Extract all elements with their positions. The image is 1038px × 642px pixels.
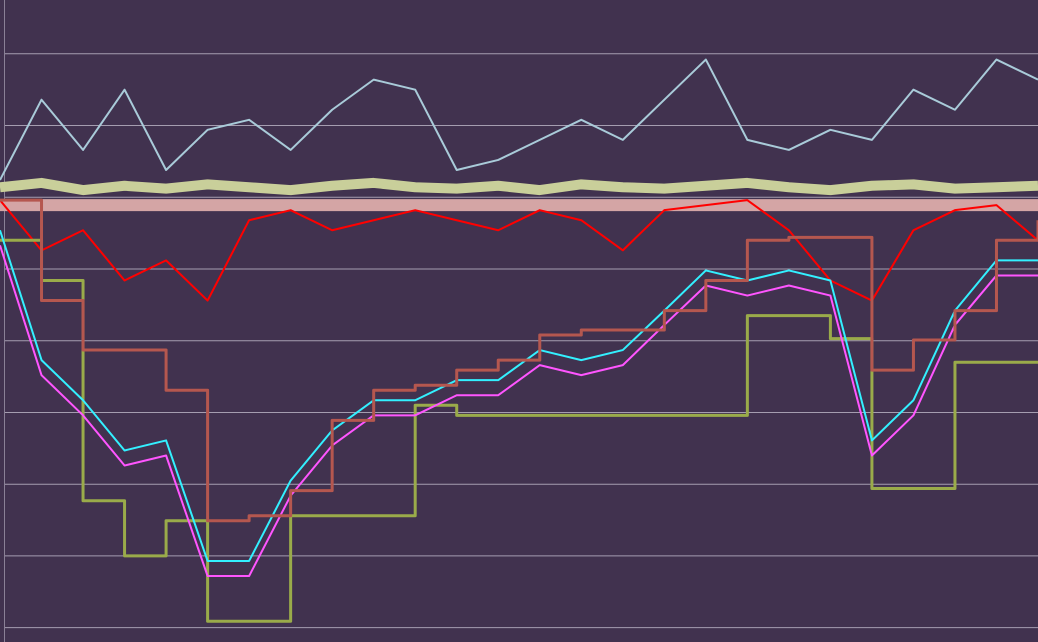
series-line <box>0 245 1038 578</box>
series-line <box>0 238 1038 623</box>
series-line <box>0 229 1038 562</box>
series-line <box>0 199 1038 302</box>
series-line <box>0 58 1038 181</box>
series-line <box>0 198 1038 523</box>
series-line <box>0 177 1038 196</box>
